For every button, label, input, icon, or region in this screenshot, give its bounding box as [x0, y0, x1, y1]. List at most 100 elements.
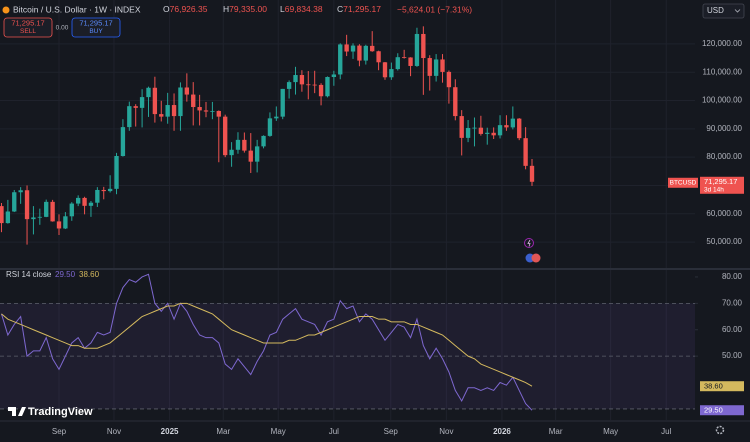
- buy-label: BUY: [89, 28, 103, 35]
- ohlc-value: 71,295.17: [343, 4, 381, 14]
- buy-button[interactable]: [71, 17, 121, 38]
- candle-body: [31, 217, 36, 220]
- candle-body: [485, 132, 490, 134]
- pane-title: RSI 14 close: [6, 270, 52, 279]
- symbol-icon: [2, 6, 10, 14]
- candle-body: [5, 211, 11, 224]
- candle-body: [408, 57, 413, 66]
- candle-body: [216, 110, 221, 117]
- candle-body: [504, 125, 509, 128]
- y-tick-label: 100,000.00: [702, 96, 743, 105]
- settings-icon[interactable]: [715, 425, 725, 435]
- sell-button[interactable]: [3, 17, 53, 38]
- candle-body: [472, 127, 477, 129]
- candle-body: [82, 197, 87, 206]
- candle-body: [63, 216, 68, 229]
- y-tick-label: 110,000.00: [703, 67, 743, 76]
- dropdown-arrow: [734, 9, 741, 13]
- candle-body: [95, 189, 100, 203]
- candle-body: [88, 202, 94, 206]
- candle-body: [37, 216, 42, 218]
- candle-body: [491, 132, 496, 136]
- candle-body: [306, 84, 311, 86]
- y-tick-label: 120,000.00: [702, 39, 743, 48]
- candle-body: [235, 139, 241, 150]
- ohlc-value: 79,335.00: [229, 4, 267, 14]
- candle-body: [139, 97, 145, 108]
- candle-body: [274, 116, 279, 119]
- candle-body: [107, 188, 113, 192]
- candle-body: [459, 116, 464, 138]
- event-icon[interactable]: [524, 238, 534, 248]
- change: −5,624.01 (−7.31%): [397, 4, 472, 14]
- sell-label: SELL: [20, 28, 36, 35]
- economic-event-icon[interactable]: [531, 253, 541, 263]
- candle-body: [76, 197, 81, 204]
- x-tick-label: Jul: [329, 427, 339, 436]
- candle-body: [210, 110, 215, 112]
- candle-body: [510, 118, 516, 128]
- candle-body: [242, 139, 247, 151]
- ohlc-close: C71,295.17: [337, 4, 381, 14]
- label-layer: Sep Nov 2025 Mar May Jul Sep Nov 2026 Mar May Jul 50…: [6, 39, 744, 436]
- x-tick-label: May: [271, 427, 286, 436]
- candle-body: [382, 62, 388, 78]
- sell-price: 71,295.17: [11, 18, 44, 27]
- last-value-label: 38.60: [704, 382, 723, 391]
- x-tick-label: Sep: [384, 427, 399, 436]
- candle-body: [465, 127, 471, 138]
- candle-body: [478, 127, 484, 134]
- candle-body: [312, 84, 317, 86]
- candle-body: [229, 149, 234, 156]
- symbol-title[interactable]: Bitcoin / U.S. Dollar · 1W · INDEX: [13, 4, 141, 14]
- x-tick-label: Mar: [549, 427, 563, 436]
- candle-body: [261, 135, 266, 147]
- y-tick-label: 80,000.00: [706, 152, 742, 161]
- candle-body: [50, 201, 55, 222]
- candle-body: [12, 192, 17, 212]
- y-tick-label: 60,000.00: [706, 209, 742, 218]
- candle-body: [114, 155, 119, 189]
- candle-body: [165, 105, 170, 117]
- buy-price: 71,295.17: [79, 18, 112, 27]
- candle-body: [389, 69, 394, 78]
- candle-body: [523, 138, 528, 166]
- candle-body: [350, 45, 356, 52]
- candle-body: [517, 118, 522, 139]
- x-tick-label: Sep: [52, 427, 67, 436]
- rsi-line: [1, 302, 533, 387]
- legend-value: 38.60: [79, 270, 100, 279]
- last-value-label: 29.50: [704, 406, 723, 415]
- candle-body: [191, 94, 196, 108]
- candle-body: [44, 201, 49, 217]
- candle-body: [248, 150, 253, 162]
- candle-body: [69, 203, 74, 217]
- price-tag-box: [700, 176, 744, 194]
- candle-body: [293, 75, 298, 83]
- currency: USD: [707, 6, 724, 15]
- mark-layer: [0, 26, 535, 411]
- candle-body: [344, 44, 349, 52]
- x-tick-label: 2025: [161, 427, 179, 436]
- candle-body: [0, 206, 4, 224]
- y-tick-label: 50.00: [722, 351, 743, 360]
- currency-select[interactable]: [702, 3, 745, 19]
- candle-body: [178, 87, 183, 117]
- candle-body: [18, 190, 23, 193]
- candle-body: [267, 118, 273, 136]
- y-tick-label: 80.00: [722, 272, 743, 281]
- candle-body: [133, 106, 138, 108]
- candle-body: [414, 33, 420, 66]
- candle-body: [318, 84, 324, 97]
- price-tag-symbol-box: [668, 177, 698, 188]
- ohlc-value: 69,834.38: [285, 4, 323, 14]
- candle-body: [159, 114, 164, 117]
- candle-body: [376, 51, 381, 63]
- y-tick-label: 60.00: [722, 325, 743, 334]
- candle-body: [395, 57, 400, 70]
- x-tick-label: May: [603, 427, 618, 436]
- last-value-box: [700, 405, 744, 416]
- y-tick-label: 90,000.00: [706, 124, 742, 133]
- x-tick-label: Nov: [107, 427, 121, 436]
